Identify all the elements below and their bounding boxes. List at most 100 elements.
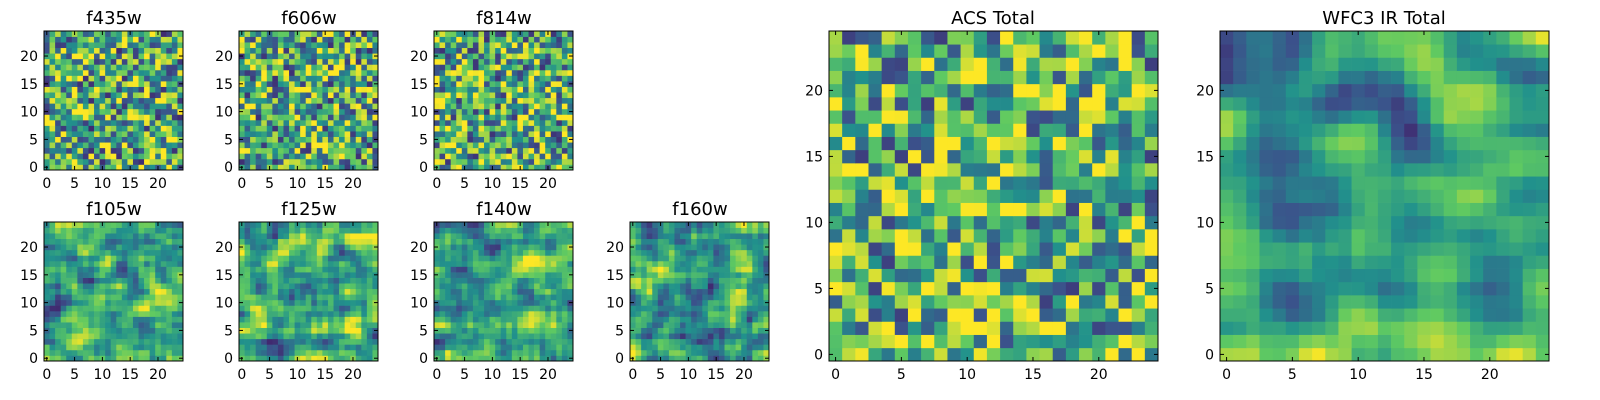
heatmap-cell <box>171 42 178 49</box>
heatmap-cell <box>339 249 345 256</box>
heatmap-cell <box>511 249 518 256</box>
heatmap-cell <box>105 322 112 328</box>
heatmap-cell <box>478 97 485 104</box>
heatmap-cell <box>663 316 670 323</box>
heatmap-cell <box>55 283 62 290</box>
heatmap-cell <box>522 338 529 345</box>
heatmap-cells <box>434 31 574 171</box>
heatmap-cell <box>55 42 62 49</box>
heatmap-cell <box>1052 308 1067 322</box>
heatmap-cell <box>350 294 357 301</box>
heatmap-cell <box>907 176 922 190</box>
heatmap-cell <box>445 249 452 256</box>
heatmap-cell <box>250 222 257 228</box>
heatmap-cell <box>361 355 368 362</box>
heatmap-cell <box>746 222 753 228</box>
heatmap-cell <box>456 283 463 290</box>
heatmap-cell <box>556 81 563 87</box>
heatmap-cell <box>539 260 546 267</box>
heatmap-cell <box>333 42 340 49</box>
heatmap-cell <box>1039 242 1054 256</box>
heatmap-cell <box>461 142 468 149</box>
heatmap-cell <box>60 42 67 49</box>
heatmap-cell <box>132 344 139 351</box>
heatmap-cell <box>528 333 535 340</box>
heatmap-cell <box>311 97 318 104</box>
heatmap-cell <box>160 227 167 234</box>
heatmap-cell <box>567 125 574 132</box>
heatmap-cell <box>49 222 56 228</box>
heatmap-cell <box>439 81 446 87</box>
heatmap-cell <box>450 233 457 240</box>
heatmap-cell <box>500 294 507 301</box>
heatmap-cell <box>82 344 89 351</box>
heatmap-cell <box>550 75 557 82</box>
heatmap-cell <box>484 260 490 267</box>
y-tick-label: 10 <box>215 105 233 121</box>
heatmap-cell <box>1079 176 1093 190</box>
heatmap-cell <box>244 294 251 301</box>
heatmap-cell <box>239 249 245 256</box>
heatmap-cell <box>461 108 468 115</box>
heatmap-cell <box>99 227 106 234</box>
heatmap-cell <box>333 233 340 240</box>
heatmap-cell <box>138 233 145 240</box>
heatmap-cell <box>484 283 490 290</box>
heatmap-cell <box>149 316 156 323</box>
panel-title-f814w: f814w <box>476 8 531 29</box>
heatmap-cell <box>439 277 446 284</box>
heatmap-cell <box>177 92 184 99</box>
heatmap-cell <box>272 69 279 76</box>
heatmap-cell <box>250 266 257 273</box>
heatmap-cell <box>55 31 62 37</box>
heatmap-cell <box>361 316 368 323</box>
heatmap-cell <box>702 344 709 351</box>
heatmap-cell <box>244 69 251 76</box>
heatmap-cell <box>132 69 139 76</box>
heatmap-cell <box>522 272 529 278</box>
heatmap-cell <box>439 294 446 301</box>
heatmap-cell <box>121 53 128 60</box>
heatmap-cell <box>144 277 150 284</box>
heatmap-cell <box>311 305 318 312</box>
heatmap-cell <box>305 283 312 290</box>
heatmap-cell <box>702 322 709 328</box>
heatmap-cell <box>528 355 535 362</box>
heatmap-cell <box>757 244 764 251</box>
heatmap-cell <box>472 266 479 273</box>
heatmap-cell <box>105 81 112 87</box>
heatmap-cell <box>149 233 156 240</box>
heatmap-cell <box>718 305 725 312</box>
heatmap-cell <box>1065 347 1080 362</box>
heatmap-cell <box>630 266 636 273</box>
heatmap-cell <box>522 86 529 93</box>
heatmap-cell <box>472 244 479 251</box>
heatmap-cell <box>144 53 150 60</box>
heatmap-cell <box>322 86 329 93</box>
heatmap-cell <box>472 294 479 301</box>
heatmap-cell <box>127 294 134 301</box>
heatmap-cell <box>517 136 524 143</box>
heatmap-cell <box>88 86 95 93</box>
heatmap-cell <box>138 86 145 93</box>
heatmap-cell <box>434 283 440 290</box>
heatmap-cell <box>121 164 128 171</box>
heatmap-cell <box>561 266 568 273</box>
heatmap-cell <box>361 69 368 76</box>
heatmap-cell <box>66 260 73 267</box>
x-tick-label: 0 <box>432 176 441 192</box>
heatmap-cell <box>121 81 128 87</box>
heatmap-cell <box>138 47 145 54</box>
heatmap-cell <box>266 86 273 93</box>
heatmap-cell <box>272 327 279 334</box>
heatmap-cell <box>60 355 67 362</box>
heatmap-cell <box>144 42 150 49</box>
heatmap-cell <box>707 310 714 317</box>
heatmap-cell <box>255 131 262 137</box>
heatmap-cell <box>132 233 139 240</box>
heatmap-cell <box>1052 321 1067 335</box>
heatmap-cell <box>456 299 463 306</box>
heatmap-cell <box>300 238 307 245</box>
heatmap-cell <box>511 322 518 328</box>
heatmap-cell <box>517 125 524 132</box>
